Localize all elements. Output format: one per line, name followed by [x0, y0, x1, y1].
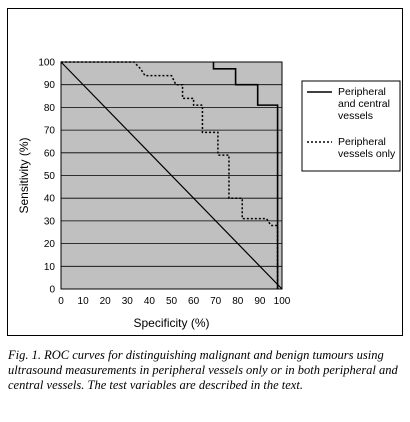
- y-tick-label: 0: [49, 285, 55, 296]
- x-tick-label: 90: [254, 296, 266, 307]
- x-tick-label: 20: [100, 296, 112, 307]
- y-tick-label: 10: [44, 262, 56, 273]
- roc-chart: 0 10 20 30 40 50 60 70 80 90 100 0 10 20 30 40 50 60 70 80…: [17, 58, 401, 330]
- y-tick-labels: 0 10 20 30 40 50 60 70 80 90 100: [38, 58, 55, 296]
- x-axis-label: Specificity (%): [133, 316, 209, 330]
- reference-diagonal-line: [60, 61, 283, 290]
- figure-frame: 0 10 20 30 40 50 60 70 80 90 100 0 10 20 30 40 50 60 70 80…: [7, 8, 403, 336]
- series-peripheral-central-line: [212, 62, 279, 289]
- y-tick-label: 60: [44, 148, 56, 159]
- y-tick-label: 20: [44, 239, 56, 250]
- legend-label: Peripheral: [338, 86, 386, 98]
- x-tick-label: 0: [58, 296, 64, 307]
- y-tick-label: 100: [38, 58, 55, 69]
- y-tick-label: 80: [44, 103, 56, 114]
- x-tick-label: 40: [144, 296, 156, 307]
- legend-label: Peripheral: [338, 136, 386, 148]
- x-tick-label: 80: [232, 296, 244, 307]
- y-tick-label: 70: [44, 126, 56, 137]
- x-tick-label: 50: [166, 296, 178, 307]
- y-tick-label: 90: [44, 80, 56, 91]
- legend-box: [301, 80, 401, 172]
- legend-label: vessels: [338, 110, 373, 122]
- figure-caption: Fig. 1. ROC curves for distinguishing ma…: [8, 348, 398, 392]
- legend-label: vessels only: [338, 148, 396, 160]
- series-layer: [60, 61, 283, 290]
- y-tick-label: 40: [44, 194, 56, 205]
- y-tick-label: 50: [44, 171, 56, 182]
- legend-label: and central: [338, 98, 390, 110]
- grid-lines: [61, 84, 282, 267]
- x-tick-label: 10: [78, 296, 90, 307]
- x-tick-labels: 0 10 20 30 40 50 60 70 80 90 100: [58, 296, 291, 307]
- x-tick-label: 70: [210, 296, 222, 307]
- x-tick-label: 30: [122, 296, 134, 307]
- x-tick-label: 100: [274, 296, 291, 307]
- x-tick-label: 60: [188, 296, 200, 307]
- plot-border: [60, 61, 283, 290]
- y-axis-label: Sensitivity (%): [17, 137, 31, 213]
- y-tick-label: 30: [44, 216, 56, 227]
